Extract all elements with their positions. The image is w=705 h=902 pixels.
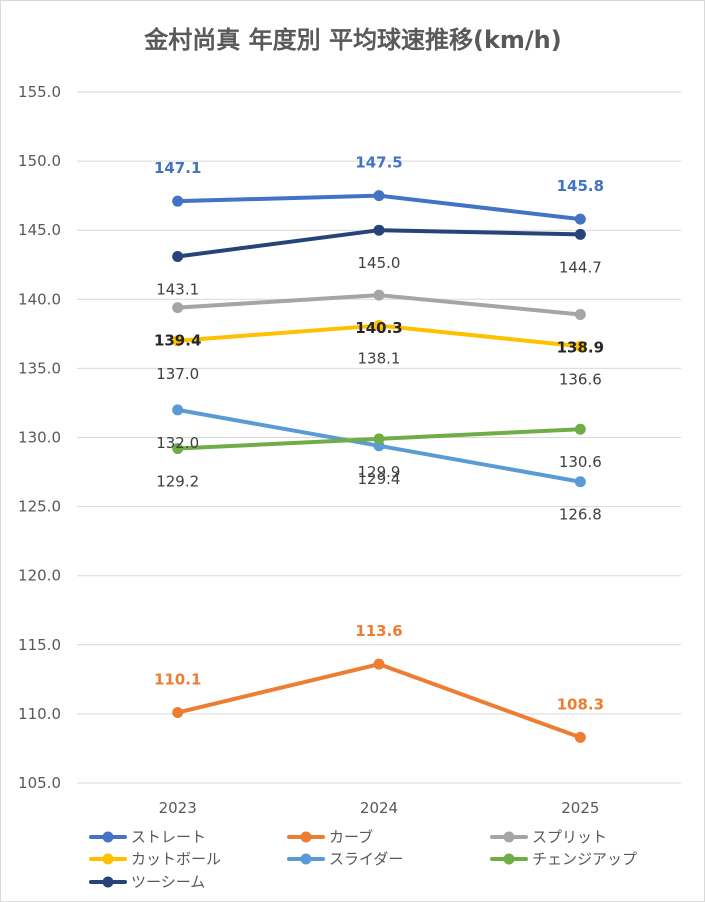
data-label: 130.6: [559, 453, 602, 471]
data-point: [172, 404, 184, 416]
series-group: [172, 320, 586, 352]
y-tick-label: 145.0: [18, 221, 61, 239]
y-tick-label: 115.0: [18, 636, 61, 654]
data-point: [373, 658, 385, 670]
data-label: 129.4: [358, 470, 401, 488]
legend-label: スプリット: [532, 828, 607, 846]
legend-swatch-marker: [300, 853, 312, 865]
data-label: 137.0: [156, 365, 199, 383]
series-group: [172, 404, 586, 488]
legend-swatch-marker: [102, 831, 114, 843]
legend-label: スライダー: [329, 850, 403, 868]
data-label: 147.1: [154, 159, 201, 177]
legend-item: スプリット: [490, 828, 607, 846]
y-axis-ticks: 155.0 150.0 145.0 140.0 135.0 130.0 125.0 120.0…: [18, 83, 61, 792]
x-tick-label: 2024: [360, 799, 398, 817]
data-point: [172, 707, 184, 719]
x-tick-label: 2023: [159, 799, 197, 817]
data-label: 139.4: [154, 332, 201, 350]
data-point: [574, 476, 586, 488]
chart-title: 金村尚真 年度別 平均球速推移(km/h): [143, 26, 561, 54]
data-point: [172, 335, 184, 347]
legend-item: カットボール: [89, 850, 221, 868]
legend-label: カーブ: [329, 828, 373, 846]
legend-label: カットボール: [131, 850, 221, 868]
data-label: 136.6: [559, 370, 602, 388]
legend-label: ツーシーム: [131, 873, 205, 891]
data-label: 143.1: [156, 280, 199, 298]
data-point: [373, 224, 385, 236]
data-label: 145.0: [358, 254, 401, 272]
data-label: 132.0: [156, 434, 199, 452]
series-lines: [172, 190, 586, 743]
data-label: 144.7: [559, 258, 602, 276]
data-label: 129.9: [358, 463, 401, 481]
data-point: [172, 250, 184, 262]
y-tick-label: 120.0: [18, 567, 61, 585]
y-tick-label: 130.0: [18, 429, 61, 447]
legend-item: カーブ: [287, 828, 373, 846]
data-point: [373, 433, 385, 445]
series-line: [175, 662, 583, 740]
legend-swatch-marker: [102, 853, 114, 865]
legend-label: チェンジアップ: [532, 850, 637, 868]
data-point: [574, 423, 586, 435]
data-label: 108.3: [557, 695, 604, 713]
data-point: [574, 309, 586, 321]
data-point: [172, 302, 184, 314]
x-axis-ticks: 2023 2024 2025: [159, 799, 600, 817]
data-point: [574, 731, 586, 743]
series-group: [172, 190, 586, 225]
y-tick-label: 155.0: [18, 83, 61, 101]
data-point: [574, 340, 586, 352]
legend-swatch-marker: [102, 876, 114, 888]
y-tick-label: 135.0: [18, 359, 61, 377]
legend-item: ツーシーム: [89, 873, 205, 891]
data-label: 145.8: [557, 177, 604, 195]
series-group: [172, 289, 586, 321]
data-point: [172, 195, 184, 207]
data-label: 129.2: [156, 473, 199, 491]
data-label: 110.1: [154, 671, 201, 689]
data-point: [172, 443, 184, 455]
legend-label: ストレート: [131, 828, 206, 846]
data-label: 147.5: [355, 154, 402, 172]
data-point: [574, 213, 586, 225]
data-label: 138.1: [358, 350, 401, 368]
data-label: 126.8: [559, 506, 602, 524]
data-point: [373, 320, 385, 332]
data-label: 138.9: [557, 339, 604, 357]
legend-swatch-marker: [300, 831, 312, 843]
data-point: [574, 228, 586, 240]
data-labels: 147.1 147.5 145.8 110.1 113.6 108.3 139.4 140.3…: [154, 154, 604, 714]
series-group: [172, 658, 586, 743]
data-label: 140.3: [355, 319, 402, 337]
y-tick-label: 150.0: [18, 152, 61, 170]
legend-item: ストレート: [89, 828, 206, 846]
legend-item: チェンジアップ: [490, 850, 637, 868]
legend-item: スライダー: [287, 850, 403, 868]
legend-swatch-marker: [503, 853, 515, 865]
y-tick-label: 140.0: [18, 290, 61, 308]
y-tick-label: 105.0: [18, 774, 61, 792]
legend-swatch-marker: [503, 831, 515, 843]
data-point: [373, 289, 385, 301]
data-point: [373, 190, 385, 202]
x-tick-label: 2025: [561, 799, 599, 817]
y-tick-label: 110.0: [18, 705, 61, 723]
y-tick-label: 125.0: [18, 498, 61, 516]
series-group: [172, 224, 586, 262]
series-group: [172, 423, 586, 455]
data-label: 113.6: [355, 622, 402, 640]
